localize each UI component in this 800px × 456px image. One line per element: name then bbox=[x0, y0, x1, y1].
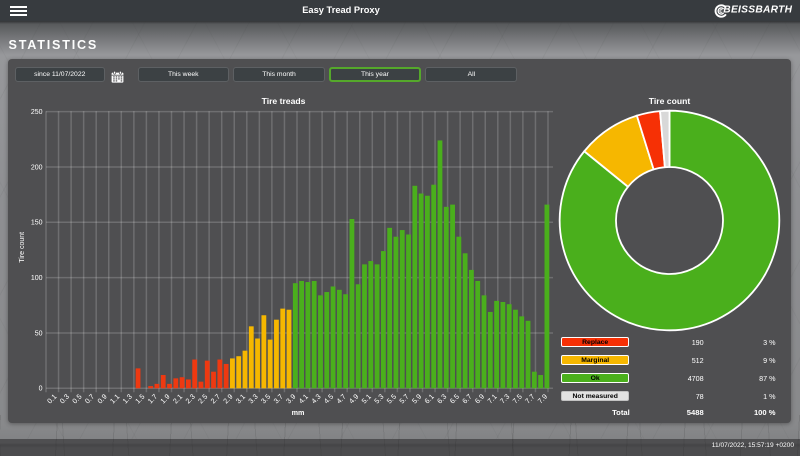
svg-text:BEISSBARTH: BEISSBARTH bbox=[723, 4, 792, 15]
